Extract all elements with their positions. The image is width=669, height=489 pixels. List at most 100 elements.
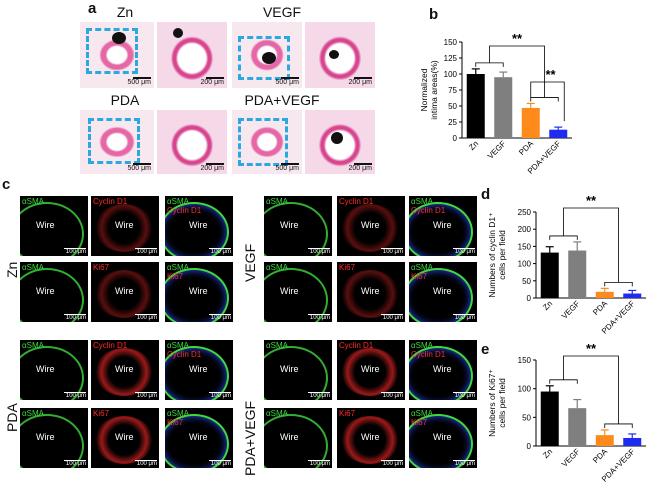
- y-tick-label: 75: [448, 86, 457, 95]
- x-tick-label: Zn: [541, 447, 554, 460]
- chart-e: 0 50 100 150 Numbers of Ki67⁺cells per field…: [478, 341, 669, 489]
- scale-bar: 100 μm: [308, 314, 330, 321]
- y-tick-label: 250: [518, 208, 532, 217]
- wire-label: Wire: [361, 432, 380, 442]
- stain-label: Ki67: [93, 263, 109, 272]
- sig-marker: **: [586, 193, 597, 208]
- wire-label: Wire: [115, 220, 134, 230]
- stain-label-secondary: Ki67: [167, 272, 184, 281]
- fluorescence-image-vegf-r1-c2: Cyclin D1 Wire 100 μm: [337, 196, 405, 256]
- histology-pda-zoom: 200 μm: [157, 110, 227, 174]
- vessel-ring: [409, 202, 473, 256]
- x-tick-label: Zn: [541, 299, 554, 312]
- x-tick-label: PDA: [517, 139, 535, 157]
- zoom-region-box: [238, 36, 290, 80]
- vessel-ring: [20, 202, 84, 256]
- stain-label: αSMA Cyclin D1: [167, 341, 201, 359]
- panel-c-group-label-pda: PDA: [4, 403, 20, 432]
- y-tick-label: 0: [527, 294, 532, 303]
- stain-label-secondary: Cyclin D1: [167, 206, 202, 215]
- scale-bar: 100 μm: [209, 314, 231, 321]
- stain-label-primary: Cyclin D1: [93, 197, 128, 206]
- stain-label-primary: Cyclin D1: [339, 197, 374, 206]
- y-tick-label: 0: [527, 442, 532, 451]
- vessel-ring: [95, 270, 153, 318]
- fluorescence-image-pda-r1-c3: αSMA Cyclin D1 Wire 100 μm: [165, 340, 233, 400]
- vessel-ring: [95, 416, 153, 464]
- stain-label-primary: Ki67: [93, 409, 110, 418]
- vessel-ring: [20, 268, 84, 322]
- scale-bar: 200 μm: [348, 163, 372, 172]
- wire-label: Wire: [189, 286, 208, 296]
- stain-label-primary: αSMA: [167, 341, 189, 350]
- scale-bar: 100 μm: [135, 392, 157, 399]
- lumen-wire: [331, 132, 343, 144]
- x-tick-label: PDA: [591, 299, 609, 317]
- scale-bar: 100 μm: [308, 460, 330, 467]
- scale-bar: 100 μm: [308, 392, 330, 399]
- scale-bar: 100 μm: [64, 460, 86, 467]
- wire-label: Wire: [36, 364, 55, 374]
- stain-label-primary: Ki67: [93, 263, 110, 272]
- fluorescence-image-pda-r2-c3: αSMA Ki67 Wire 100 μm: [165, 408, 233, 468]
- y-tick-label: 100: [518, 260, 532, 269]
- stain-label: αSMA: [266, 197, 288, 206]
- vessel-ring: [165, 202, 229, 256]
- bar-pda: [521, 107, 540, 138]
- fluorescence-image-vegf-r2-c1: αSMA Wire 100 μm: [264, 262, 332, 322]
- lumen-wire: [262, 52, 276, 64]
- y-tick-label: 50: [522, 413, 531, 422]
- vessel-ring: [165, 346, 229, 400]
- fluorescence-image-vegf-r2-c2: Ki67 Wire 100 μm: [337, 262, 405, 322]
- wire-label: Wire: [189, 432, 208, 442]
- vessel-ring: [341, 348, 399, 396]
- scale-bar: 100 μm: [453, 460, 475, 467]
- scale-bar: 500 μm: [127, 77, 151, 86]
- histology-vegf-zoom: 200 μm: [305, 22, 375, 88]
- fluorescence-image-zn-r1-c1: αSMA Wire 100 μm: [20, 196, 88, 256]
- fluorescence-image-pda-r2-c2: Ki67 Wire 100 μm: [91, 408, 159, 468]
- stain-label: αSMA: [266, 409, 288, 418]
- wire-label: Wire: [36, 220, 55, 230]
- histology-zn-zoom: 200 μm: [157, 22, 227, 88]
- scale-bar: 100 μm: [64, 392, 86, 399]
- panel-label-c: c: [2, 176, 11, 193]
- chart-b: 0 25 50 75 100 125 150 Normalizedintima areas(%…: [419, 20, 669, 180]
- stain-label-primary: Ki67: [339, 409, 356, 418]
- stain-label-primary: αSMA: [22, 197, 44, 206]
- vessel-ring: [409, 414, 473, 468]
- panel-label-a: a: [88, 0, 97, 17]
- scale-bar: 100 μm: [381, 314, 403, 321]
- fluorescence-image-pda-r1-c2: Cyclin D1 Wire 100 μm: [91, 340, 159, 400]
- chart-d: 0 50 100 150 200 250 Numbers of cyclin D1⁺cell…: [478, 193, 669, 340]
- scale-bar: 100 μm: [453, 314, 475, 321]
- stain-label-primary: αSMA: [411, 409, 433, 418]
- fluorescence-image-zn-r1-c2: Cyclin D1 Wire 100 μm: [91, 196, 159, 256]
- bar-pda-vegf: [623, 293, 642, 298]
- stain-label-secondary: Cyclin D1: [411, 350, 446, 359]
- stain-label: Cyclin D1: [93, 197, 127, 206]
- zoom-region-box: [86, 28, 138, 74]
- y-tick-label: 150: [518, 356, 532, 365]
- bar-pda-vegf: [623, 437, 642, 446]
- y-tick-label: 0: [453, 134, 458, 143]
- y-tick-label: 125: [444, 54, 458, 63]
- scale-bar: 500 μm: [127, 163, 151, 172]
- bar-zn: [466, 74, 485, 138]
- chart-svg-e: 0 50 100 150 Numbers of Ki67⁺cells per field…: [487, 341, 646, 484]
- x-tick-label: VEGF: [560, 299, 582, 321]
- bar-pda: [595, 291, 614, 298]
- stain-label-primary: αSMA: [411, 263, 433, 272]
- stain-label-primary: Cyclin D1: [93, 341, 128, 350]
- scale-bar: 100 μm: [64, 248, 86, 255]
- stain-label-primary: αSMA: [22, 263, 44, 272]
- scale-bar: 100 μm: [308, 248, 330, 255]
- scale-bar: 100 μm: [453, 248, 475, 255]
- x-tick-label: PDA: [591, 447, 609, 465]
- chart-svg-b: 0 25 50 75 100 125 150 Normalizedintima areas(%…: [419, 31, 572, 176]
- stain-label: αSMA: [22, 341, 44, 350]
- stain-label: αSMA Cyclin D1: [411, 197, 445, 215]
- stain-label: αSMA Cyclin D1: [411, 341, 445, 359]
- stain-label: αSMA: [266, 263, 288, 272]
- fluorescence-image-pda-vegf-r2-c3: αSMA Ki67 Wire 100 μm: [409, 408, 477, 468]
